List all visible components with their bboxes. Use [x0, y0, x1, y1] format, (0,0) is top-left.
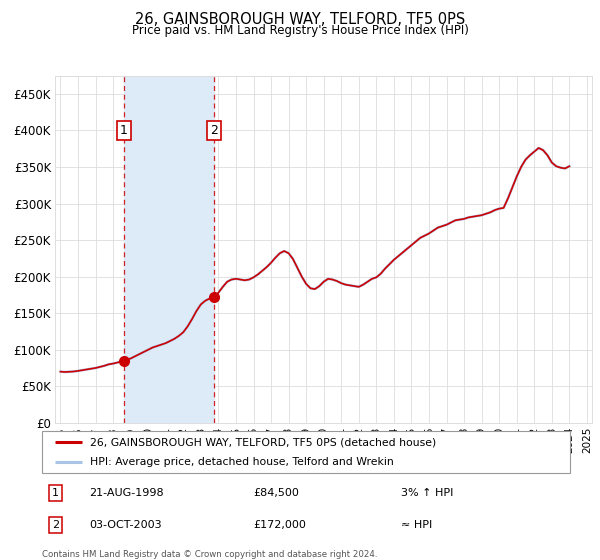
Text: £84,500: £84,500 — [253, 488, 299, 498]
Text: 3% ↑ HPI: 3% ↑ HPI — [401, 488, 454, 498]
Text: 26, GAINSBOROUGH WAY, TELFORD, TF5 0PS: 26, GAINSBOROUGH WAY, TELFORD, TF5 0PS — [135, 12, 465, 27]
Text: 1: 1 — [120, 124, 128, 137]
Text: £172,000: £172,000 — [253, 520, 306, 530]
Text: Contains HM Land Registry data © Crown copyright and database right 2024.
This d: Contains HM Land Registry data © Crown c… — [42, 550, 377, 560]
Text: 2: 2 — [210, 124, 218, 137]
Text: 2: 2 — [52, 520, 59, 530]
FancyBboxPatch shape — [42, 431, 570, 473]
Text: Price paid vs. HM Land Registry's House Price Index (HPI): Price paid vs. HM Land Registry's House … — [131, 24, 469, 36]
Text: 03-OCT-2003: 03-OCT-2003 — [89, 520, 162, 530]
Text: 1: 1 — [52, 488, 59, 498]
Text: HPI: Average price, detached house, Telford and Wrekin: HPI: Average price, detached house, Telf… — [89, 458, 393, 467]
Text: 21-AUG-1998: 21-AUG-1998 — [89, 488, 164, 498]
Bar — [124, 76, 214, 423]
Text: ≈ HPI: ≈ HPI — [401, 520, 432, 530]
Text: 26, GAINSBOROUGH WAY, TELFORD, TF5 0PS (detached house): 26, GAINSBOROUGH WAY, TELFORD, TF5 0PS (… — [89, 437, 436, 447]
